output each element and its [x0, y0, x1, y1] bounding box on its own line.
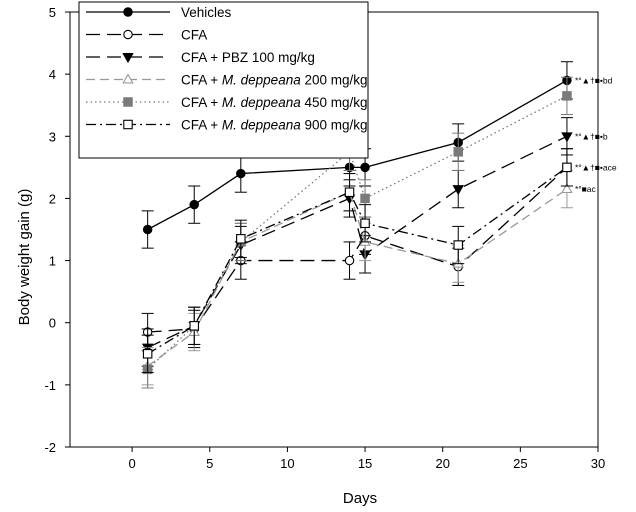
legend-marker-4 — [123, 97, 133, 107]
x-tick-label-5: 25 — [513, 456, 527, 471]
series-1-line — [147, 166, 568, 333]
legend-item-4: CFA + M. deppeana 450 mg/kg — [86, 95, 368, 110]
legend-label-5: CFA + M. deppeana 900 mg/kg — [181, 118, 368, 133]
series-3-line — [147, 188, 568, 367]
series-4-point-6 — [562, 91, 572, 101]
legend-label-1: CFA — [181, 28, 207, 43]
series-5-point-0 — [142, 349, 153, 359]
x-tick-label-4: 20 — [435, 456, 449, 471]
series-5-line — [147, 166, 568, 355]
y-tick-label-2: 0 — [49, 316, 56, 331]
series-0-point-0 — [142, 224, 153, 235]
series-1 — [141, 148, 573, 352]
annotation-2: *°▲†■•b — [575, 131, 608, 141]
legend-label-2: CFA + PBZ 100 mg/kg — [181, 50, 315, 65]
series-4-point-4 — [360, 193, 370, 204]
legend-marker-3 — [122, 73, 134, 84]
x-tick-label-2: 10 — [280, 456, 294, 471]
legend-label-4: CFA + M. deppeana 450 mg/kg — [181, 95, 368, 110]
series-2-point-6 — [561, 132, 573, 143]
x-axis-label: Days — [343, 490, 377, 507]
chart-legend: Vehicles CFA CFA + PBZ 100 mg/kg CFA + M. d… — [78, 1, 369, 159]
legend-marker-5 — [123, 119, 133, 130]
y-tick-label-0: -2 — [44, 440, 56, 455]
chart-annotations: *°▲†■•bd *°▲†■•b *°■ac *°▲†■•ace — [575, 75, 617, 194]
annotation-5: *°▲†■•ace — [575, 162, 617, 172]
series-5-point-2 — [236, 234, 246, 244]
series-3-point-6 — [561, 182, 573, 194]
legend-item-1: CFA — [86, 28, 207, 43]
legend-item-3: CFA + M. deppeana 200 mg/kg — [86, 73, 368, 88]
legend-marker-1 — [123, 29, 133, 40]
y-tick-label-5: 3 — [49, 129, 56, 144]
legend-item-0: Vehicles — [86, 5, 232, 20]
y-tick-label-1: -1 — [44, 378, 56, 393]
chart-series — [141, 61, 573, 389]
series-2-point-5 — [452, 185, 464, 196]
legend-label-3: CFA + M. deppeana 200 mg/kg — [181, 73, 368, 88]
y-tick-label-3: 1 — [49, 254, 56, 269]
legend-label-0: Vehicles — [181, 5, 232, 20]
x-tick-label-0: 0 — [129, 456, 136, 471]
series-5-point-3 — [344, 187, 355, 197]
y-tick-label-7: 5 — [49, 5, 56, 20]
legend-item-5: CFA + M. deppeana 900 mg/kg — [86, 118, 368, 133]
annotation-0: *°▲†■•bd — [575, 75, 613, 85]
legend-item-2: CFA + PBZ 100 mg/kg — [86, 50, 315, 65]
series-5 — [141, 148, 573, 373]
x-tick-label-6: 30 — [591, 456, 605, 471]
series-0-point-1 — [189, 199, 199, 210]
series-5-point-1 — [189, 321, 199, 331]
series-4-point-5 — [453, 147, 463, 157]
series-0-point-4 — [360, 162, 370, 173]
y-axis-label: Body weight gain (g) — [16, 189, 33, 326]
x-tick-label-3: 15 — [358, 456, 372, 471]
series-5-point-6 — [562, 162, 572, 173]
series-0-point-2 — [236, 168, 246, 179]
x-tick-label-1: 5 — [206, 456, 213, 471]
series-5-point-4 — [360, 218, 370, 229]
y-tick-label-6: 4 — [49, 67, 56, 82]
annotation-3: *°■ac — [575, 184, 597, 194]
series-3 — [141, 169, 573, 386]
legend-marker-2 — [122, 53, 134, 64]
series-5-point-5 — [453, 240, 463, 250]
legend-marker-0 — [123, 7, 133, 17]
series-1-point-3 — [344, 255, 355, 266]
y-tick-label-4: 2 — [49, 191, 56, 206]
